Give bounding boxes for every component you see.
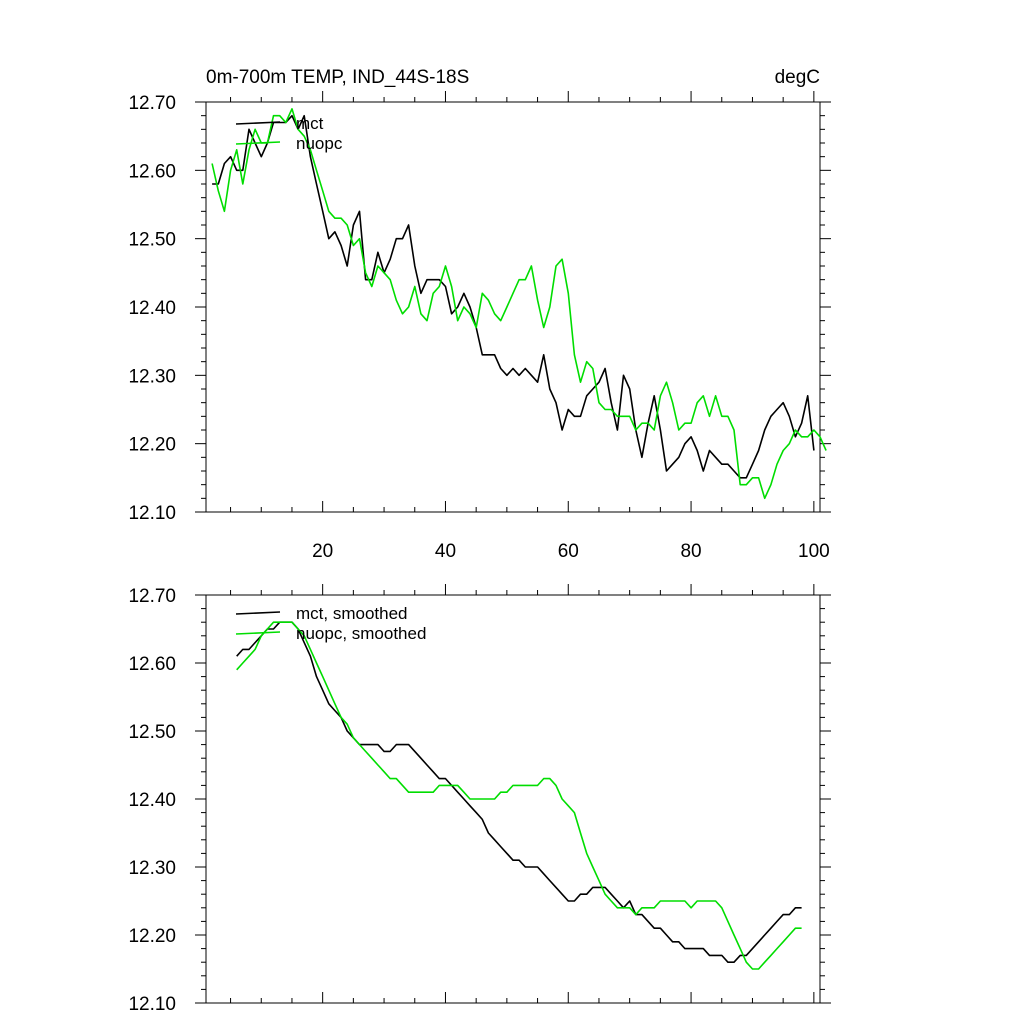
y-tick-label: 12.50 — [128, 230, 176, 251]
x-tick-label: 20 — [312, 541, 333, 562]
y-tick-label: 12.40 — [128, 298, 176, 319]
y-tick-label: 12.70 — [128, 93, 176, 114]
bottom-y-tick-labels: 12.10 12.20 12.30 12.40 12.50 12.60 12.70 — [128, 586, 176, 1015]
bottom-plot-frame — [205, 594, 821, 1004]
y-tick-label: 12.20 — [128, 435, 176, 456]
legend-label: nuopc — [296, 134, 343, 153]
legend-swatch — [235, 141, 281, 145]
top-panel: 0m-700m TEMP, IND_44S-18S degC 12.10 12.2… — [128, 67, 831, 562]
legend-swatch — [235, 631, 281, 635]
bottom-ticks — [195, 584, 831, 1004]
y-tick-label: 12.50 — [128, 722, 176, 743]
top-title-right: degC — [775, 67, 820, 88]
top-series-lines — [211, 108, 827, 500]
y-tick-label: 12.30 — [128, 858, 176, 879]
y-tick-label: 12.20 — [128, 926, 176, 947]
top-x-tick-labels: 20 40 60 80 100 — [312, 541, 830, 562]
bottom-panel: 12.10 12.20 12.30 12.40 12.50 12.60 12.70 mct,… — [128, 584, 831, 1015]
y-tick-label: 12.70 — [128, 586, 176, 607]
y-tick-label: 12.30 — [128, 366, 176, 387]
x-tick-label: 40 — [435, 541, 456, 562]
x-tick-label: 80 — [680, 541, 701, 562]
legend-label: mct — [296, 114, 324, 133]
series-line-nuopc-smoothed — [236, 621, 802, 970]
top-title-left: 0m-700m TEMP, IND_44S-18S — [206, 67, 469, 88]
top-ticks — [195, 91, 831, 513]
series-line-mct — [212, 114, 815, 479]
y-tick-label: 12.10 — [128, 503, 176, 524]
y-tick-label: 12.60 — [128, 654, 176, 675]
bottom-series-lines — [236, 621, 802, 970]
series-line-nuopc — [211, 108, 827, 500]
x-tick-label: 60 — [558, 541, 579, 562]
legend-label: mct, smoothed — [296, 604, 408, 623]
top-plot-frame — [205, 101, 821, 513]
legend-label: nuopc, smoothed — [296, 624, 426, 643]
series-line-mct-smoothed — [236, 621, 802, 964]
x-tick-label: 100 — [798, 541, 830, 562]
legend-swatch — [235, 611, 281, 615]
y-tick-label: 12.40 — [128, 790, 176, 811]
y-tick-label: 12.60 — [128, 161, 176, 182]
y-tick-label: 12.10 — [128, 994, 176, 1015]
top-y-tick-labels: 12.10 12.20 12.30 12.40 12.50 12.60 12.70 — [128, 93, 176, 524]
legend-swatch — [235, 121, 281, 125]
